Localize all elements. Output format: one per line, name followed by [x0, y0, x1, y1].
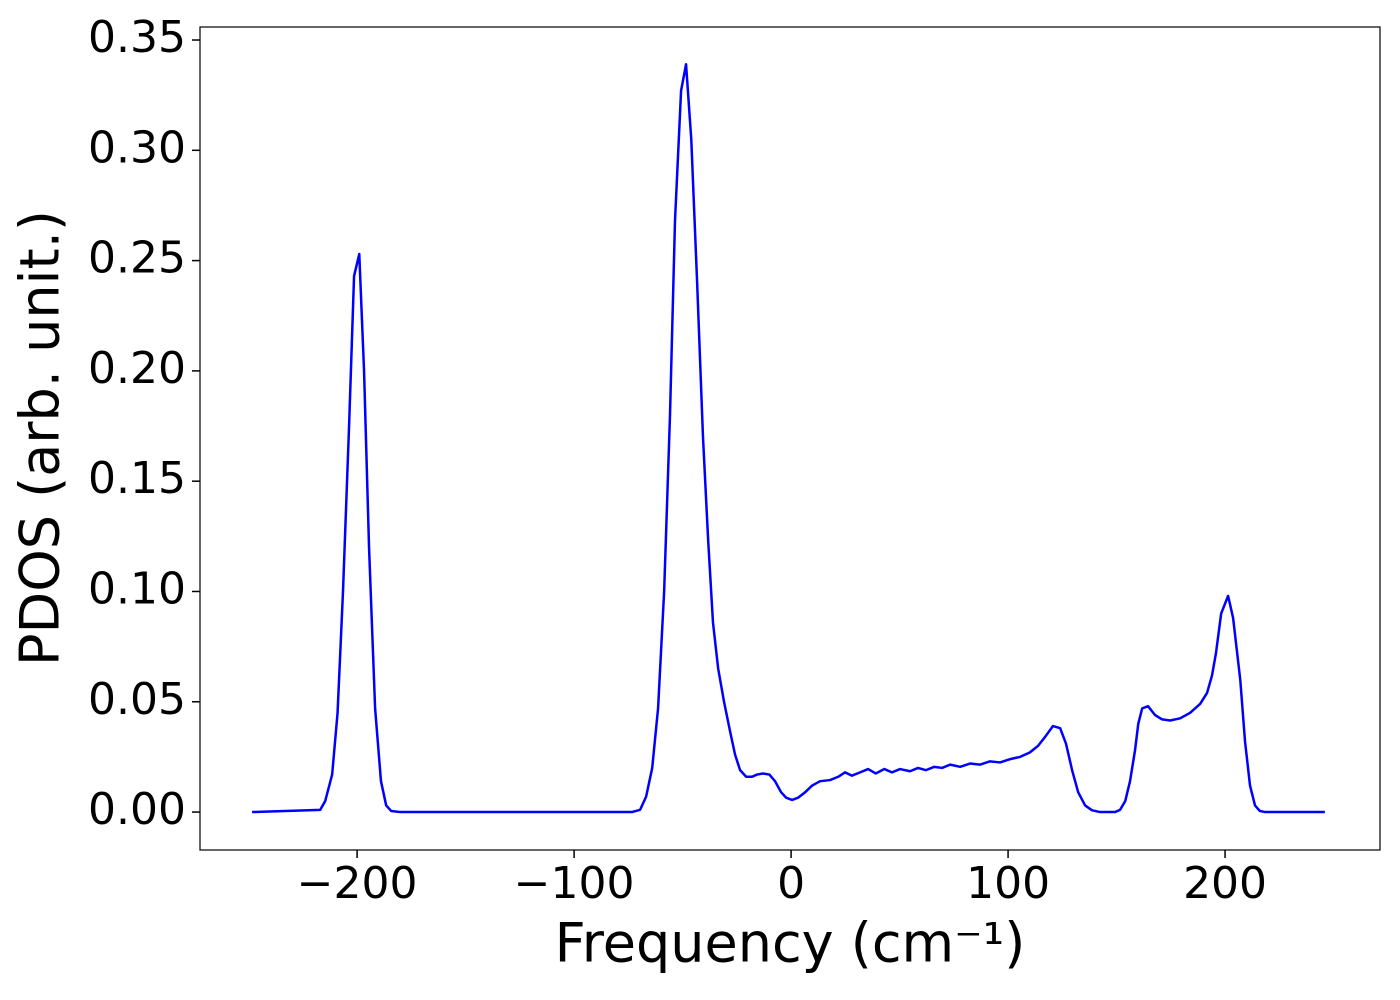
plot-frame	[199, 26, 1381, 851]
y-tick-label: 0.35	[88, 12, 186, 63]
y-tick-label: 0.10	[88, 563, 186, 614]
x-tick-label: −100	[514, 858, 635, 909]
y-tick-label: 0.20	[88, 343, 186, 394]
x-tick-label: 100	[966, 858, 1050, 909]
x-tick-label: −200	[297, 858, 418, 909]
y-tick-label: 0.15	[88, 453, 186, 504]
x-tick-label: 200	[1183, 858, 1267, 909]
y-tick-label: 0.30	[88, 122, 186, 173]
y-axis-label: PDOS (arb. unit.)	[9, 210, 72, 666]
y-tick-label: 0.25	[88, 233, 186, 284]
x-tick-label: 0	[777, 858, 805, 909]
y-tick-label: 0.00	[88, 784, 186, 835]
x-axis-label: Frequency (cm⁻¹)	[555, 912, 1026, 975]
y-tick-label: 0.05	[88, 674, 186, 725]
data-line	[252, 63, 1325, 814]
